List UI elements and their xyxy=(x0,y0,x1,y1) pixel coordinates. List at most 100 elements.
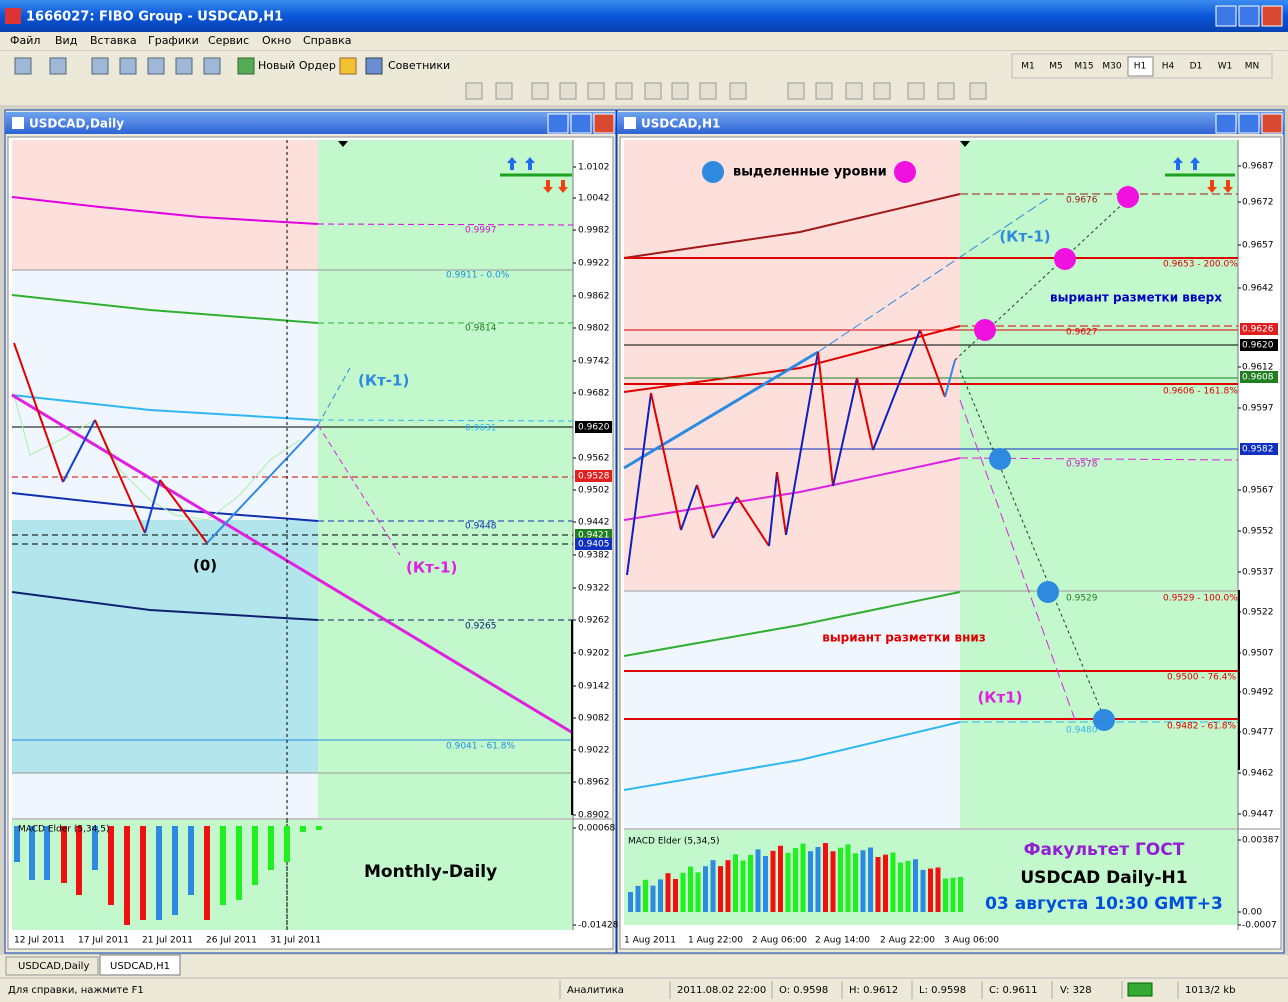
macd-bar xyxy=(695,872,701,912)
window-button[interactable] xyxy=(1261,5,1283,27)
macd-bar xyxy=(628,892,633,912)
toolbar-icon[interactable] xyxy=(203,57,221,75)
tool-icon[interactable] xyxy=(699,82,717,100)
macd-bar xyxy=(958,876,963,912)
menu-item[interactable]: Справка xyxy=(303,34,351,47)
timeframe-button[interactable]: H1 xyxy=(1134,62,1147,72)
toolbar-icon[interactable] xyxy=(339,57,357,75)
tool-icon[interactable] xyxy=(873,82,891,100)
price-label: 0.9142 xyxy=(578,682,610,692)
level-label: 0.9578 xyxy=(1066,460,1098,470)
tool-icon[interactable] xyxy=(495,82,513,100)
zone-future xyxy=(318,140,573,818)
macd-bar xyxy=(172,826,178,915)
chart-window-button[interactable] xyxy=(593,113,615,134)
menu-item[interactable]: Вставка xyxy=(90,34,137,47)
window-button[interactable] xyxy=(1215,5,1237,27)
ma-line xyxy=(11,591,319,621)
menu-item[interactable]: Окно xyxy=(262,34,291,47)
ma-line xyxy=(11,294,319,324)
toolbar-icon[interactable] xyxy=(91,57,109,75)
timeframe-button[interactable]: MN xyxy=(1245,62,1260,72)
tool-icon[interactable] xyxy=(671,82,689,100)
toolbar-icon[interactable] xyxy=(175,57,193,75)
macd-bar xyxy=(268,826,274,870)
trend-line xyxy=(11,393,574,735)
macd-bar xyxy=(703,866,708,912)
price-box xyxy=(575,470,612,482)
toolbar-icon[interactable] xyxy=(147,57,165,75)
tool-icon[interactable] xyxy=(559,82,577,100)
tool-icon[interactable] xyxy=(815,82,833,100)
tool-icon[interactable] xyxy=(969,82,987,100)
toolbar-icon[interactable] xyxy=(237,57,255,75)
tab-label[interactable]: USDCAD,H1 xyxy=(110,961,170,972)
timeframe-button[interactable]: M15 xyxy=(1074,62,1093,72)
annotation: Факультет ГОСТ xyxy=(1024,840,1185,860)
up-arrow xyxy=(507,157,517,170)
toolbar-icon[interactable] xyxy=(14,57,32,75)
tool-icon[interactable] xyxy=(787,82,805,100)
tool-icon[interactable] xyxy=(465,82,483,100)
projection xyxy=(317,424,401,556)
zigzag-up xyxy=(144,479,161,534)
tab[interactable] xyxy=(5,956,99,976)
chart-window-button[interactable] xyxy=(1261,113,1283,134)
toolbar-icon[interactable] xyxy=(365,57,383,75)
macd-bar xyxy=(61,826,67,883)
chart-window-button[interactable] xyxy=(1238,113,1260,134)
timeframe-button[interactable]: M1 xyxy=(1021,62,1035,72)
menu-item[interactable]: Файл xyxy=(10,34,40,47)
tab-active[interactable] xyxy=(99,954,181,976)
tool-icon[interactable] xyxy=(587,82,605,100)
macd-bar xyxy=(44,826,50,880)
chart-icon xyxy=(12,117,24,129)
macd-bar xyxy=(188,826,194,895)
tool-icon[interactable] xyxy=(729,82,747,100)
macd-bar xyxy=(845,844,851,912)
price-label: 0.9322 xyxy=(578,584,610,594)
timeframe-active xyxy=(1127,56,1154,77)
macd-bar xyxy=(29,826,35,880)
menu-item[interactable]: Вид xyxy=(55,34,78,47)
price-label: 0.9626 xyxy=(1242,325,1274,335)
indicator-label: MACD Elder (5,34,5) xyxy=(628,837,720,847)
macd-bar xyxy=(124,826,130,925)
level-marker xyxy=(1117,186,1139,208)
toolbar-button[interactable]: Новый Ордер xyxy=(258,59,336,72)
window-button[interactable] xyxy=(1238,5,1260,27)
tool-icon[interactable] xyxy=(937,82,955,100)
macd-bar xyxy=(755,849,761,912)
tool-icon[interactable] xyxy=(615,82,633,100)
tool-icon[interactable] xyxy=(531,82,549,100)
level-label: 0.9480 xyxy=(1066,726,1098,736)
timeframe-button[interactable]: W1 xyxy=(1218,62,1233,72)
price-label: 0.9522 xyxy=(1242,608,1274,618)
chart-icon xyxy=(624,117,636,129)
timeframe-button[interactable]: H4 xyxy=(1162,62,1175,72)
menu-bar xyxy=(0,32,1288,50)
tool-icon[interactable] xyxy=(644,82,662,100)
timeframe-button[interactable]: M5 xyxy=(1049,62,1063,72)
price-label: 0.9528 xyxy=(578,472,610,482)
zigzag-down xyxy=(650,392,682,531)
menu-item[interactable]: Сервис xyxy=(208,34,249,47)
chart-window-button[interactable] xyxy=(547,113,569,134)
menu-item[interactable]: Графики xyxy=(148,34,199,47)
timeframe-button[interactable]: M30 xyxy=(1102,62,1121,72)
toolbar-icon[interactable] xyxy=(119,57,137,75)
tool-icon[interactable] xyxy=(845,82,863,100)
chart-window-button[interactable] xyxy=(1215,113,1237,134)
annotation: (0) xyxy=(193,557,217,575)
tab-label[interactable]: USDCAD,Daily xyxy=(18,961,89,972)
timeframe-button[interactable]: D1 xyxy=(1190,62,1203,72)
status-text: V: 328 xyxy=(1060,985,1092,996)
chart-window-button[interactable] xyxy=(570,113,592,134)
up-arrow xyxy=(525,157,535,170)
toolbar-icon[interactable] xyxy=(49,57,67,75)
price-label: 0.9447 xyxy=(1242,810,1274,820)
tool-icon[interactable] xyxy=(907,82,925,100)
level-label: 0.9529 - 100.0% xyxy=(1163,594,1238,604)
toolbar-button[interactable]: Советники xyxy=(388,59,450,72)
price-label: 0.9405 xyxy=(578,540,610,550)
